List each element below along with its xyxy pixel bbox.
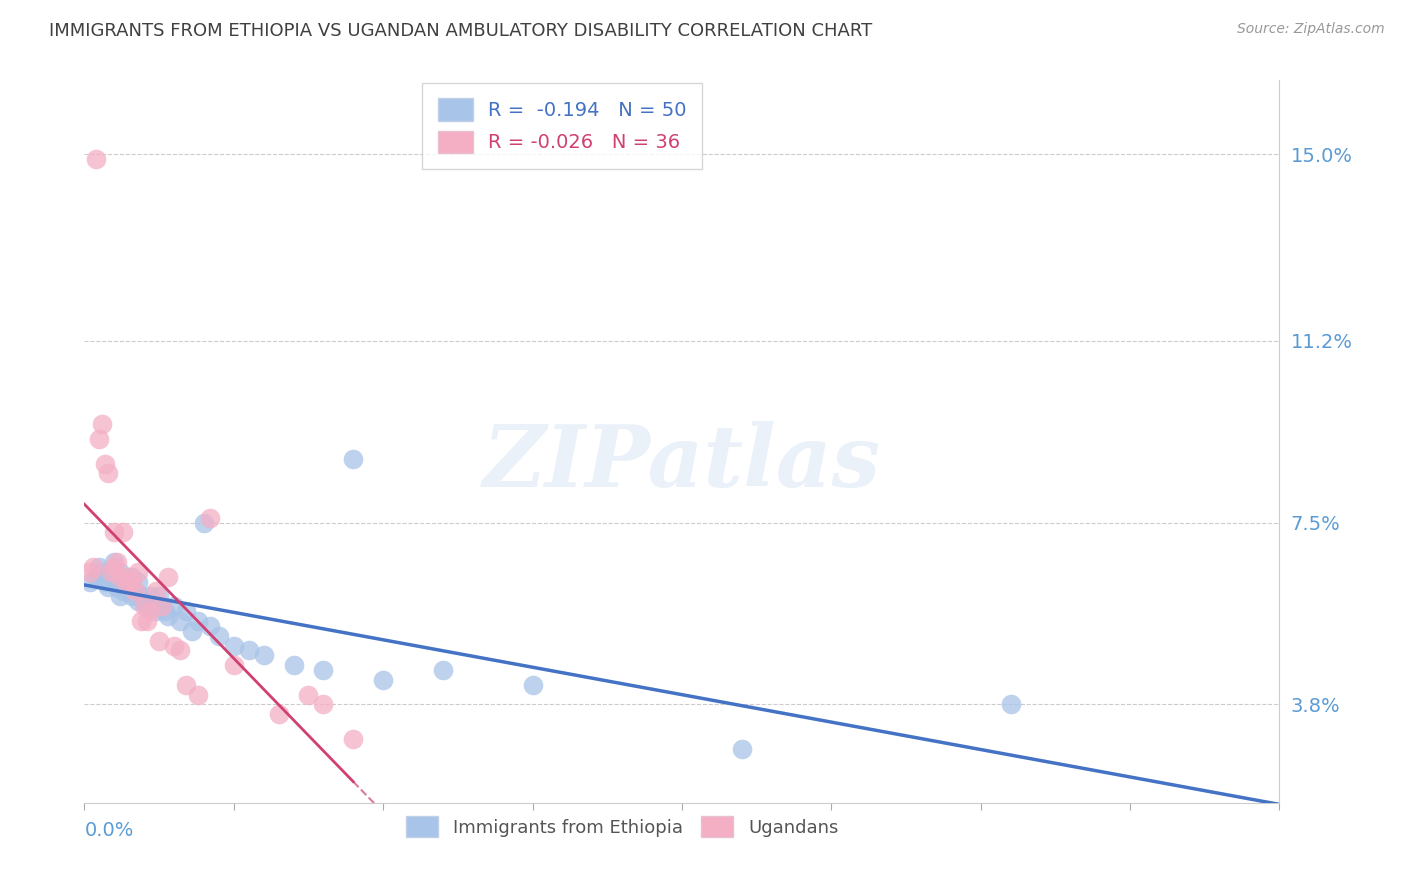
Point <box>198 510 221 524</box>
Point <box>174 678 197 692</box>
Point <box>148 633 170 648</box>
Point <box>342 451 364 466</box>
Y-axis label: Ambulatory Disability: Ambulatory Disability <box>0 352 8 531</box>
Point <box>94 574 117 589</box>
Point <box>208 629 231 643</box>
Point <box>103 525 125 540</box>
Point <box>187 688 209 702</box>
Point <box>148 590 170 604</box>
Point <box>253 648 276 663</box>
Point <box>105 580 128 594</box>
Point <box>103 555 125 569</box>
Point <box>124 584 146 599</box>
Point <box>127 565 149 579</box>
Point <box>222 639 245 653</box>
Point <box>91 417 114 432</box>
Point <box>238 643 260 657</box>
Point <box>86 570 108 584</box>
Point <box>312 663 335 677</box>
Point <box>79 574 101 589</box>
Text: Source: ZipAtlas.com: Source: ZipAtlas.com <box>1237 22 1385 37</box>
Point <box>129 590 152 604</box>
Point <box>174 604 197 618</box>
Point <box>153 604 176 618</box>
Point <box>150 599 173 614</box>
Point <box>97 467 120 481</box>
Point <box>731 741 754 756</box>
Point <box>297 688 319 702</box>
Point <box>110 565 132 579</box>
Point <box>139 604 162 618</box>
Point <box>127 594 149 608</box>
Point <box>169 614 191 628</box>
Point <box>432 663 454 677</box>
Point <box>157 609 180 624</box>
Point <box>100 565 122 579</box>
Point <box>118 574 141 589</box>
Point <box>163 639 186 653</box>
Point <box>121 574 143 589</box>
Point <box>110 590 132 604</box>
Point <box>142 599 165 614</box>
Point <box>136 599 159 614</box>
Point <box>115 580 138 594</box>
Point <box>121 570 143 584</box>
Point <box>105 555 128 569</box>
Point <box>132 599 156 614</box>
Point <box>150 599 173 614</box>
Point <box>121 590 143 604</box>
Point <box>157 570 180 584</box>
Point <box>100 570 122 584</box>
Point <box>181 624 204 638</box>
Text: 0.0%: 0.0% <box>84 821 134 840</box>
Point <box>127 574 149 589</box>
Point <box>132 594 156 608</box>
Point <box>163 599 186 614</box>
Point <box>112 574 135 589</box>
Point <box>91 565 114 579</box>
Point <box>82 560 104 574</box>
Point <box>312 698 335 712</box>
Point <box>89 560 111 574</box>
Point <box>103 574 125 589</box>
Point <box>79 565 101 579</box>
Point <box>129 614 152 628</box>
Point <box>115 574 138 589</box>
Point <box>187 614 209 628</box>
Point <box>342 731 364 746</box>
Point <box>198 619 221 633</box>
Text: ZIPatlas: ZIPatlas <box>482 421 882 505</box>
Point <box>89 432 111 446</box>
Point <box>118 570 141 584</box>
Point <box>112 525 135 540</box>
Point <box>103 560 125 574</box>
Point <box>169 643 191 657</box>
Point <box>145 604 167 618</box>
Point <box>193 516 215 530</box>
Point <box>136 614 159 628</box>
Point <box>94 457 117 471</box>
Point <box>1000 698 1022 712</box>
Point <box>139 590 162 604</box>
Legend: Immigrants from Ethiopia, Ugandans: Immigrants from Ethiopia, Ugandans <box>391 802 853 852</box>
Point <box>222 658 245 673</box>
Point <box>86 152 108 166</box>
Point <box>267 707 290 722</box>
Point <box>283 658 305 673</box>
Point <box>97 580 120 594</box>
Point <box>110 570 132 584</box>
Point <box>112 584 135 599</box>
Point <box>373 673 395 687</box>
Point <box>145 584 167 599</box>
Point <box>124 584 146 599</box>
Text: IMMIGRANTS FROM ETHIOPIA VS UGANDAN AMBULATORY DISABILITY CORRELATION CHART: IMMIGRANTS FROM ETHIOPIA VS UGANDAN AMBU… <box>49 22 873 40</box>
Point <box>522 678 544 692</box>
